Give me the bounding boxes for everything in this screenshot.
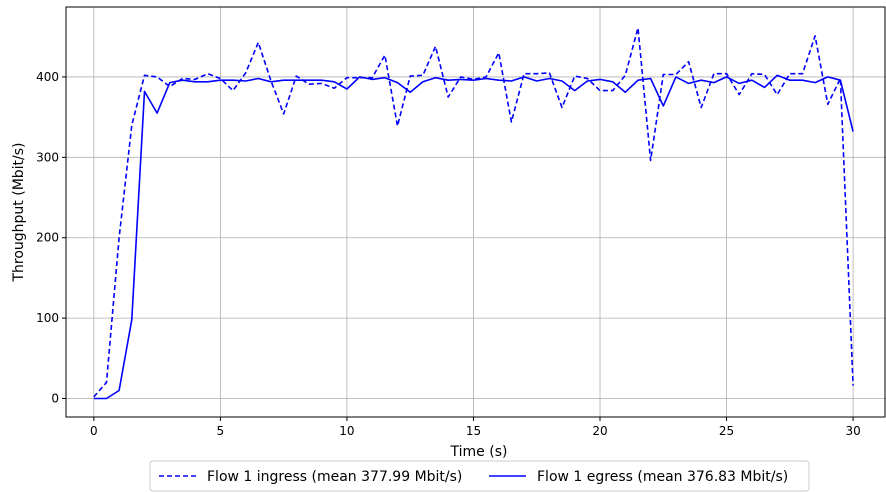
series-layer: [93, 27, 854, 400]
plot-frame: [65, 6, 886, 418]
legend-egress-label: Flow 1 egress (mean 376.83 Mbit/s): [537, 469, 788, 485]
x-tick-label: 20: [592, 424, 607, 438]
x-tick-label: 10: [339, 424, 354, 438]
x-tick-label: 15: [466, 424, 481, 438]
x-tick-label: 5: [217, 424, 225, 438]
legend: Flow 1 ingress (mean 377.99 Mbit/s) Flow…: [149, 460, 810, 492]
ingress-series-line: [93, 27, 854, 398]
legend-ingress-label: Flow 1 ingress (mean 377.99 Mbit/s): [207, 469, 462, 485]
y-tick-label: 400: [36, 70, 59, 84]
y-tick-label: 0: [51, 392, 59, 406]
x-tick-label: 30: [845, 424, 860, 438]
x-tick-label: 25: [719, 424, 734, 438]
x-tick-label: 0: [90, 424, 98, 438]
egress-series-line: [93, 74, 854, 400]
y-tick-label: 300: [36, 150, 59, 164]
y-axis-label: Throughput (Mbit/s): [11, 142, 27, 282]
y-tick-label: 100: [36, 311, 59, 325]
x-axis-label: Time (s): [450, 444, 508, 460]
legend-box: [149, 460, 810, 492]
y-tick-label: 200: [36, 231, 59, 245]
grid: [66, 7, 886, 417]
